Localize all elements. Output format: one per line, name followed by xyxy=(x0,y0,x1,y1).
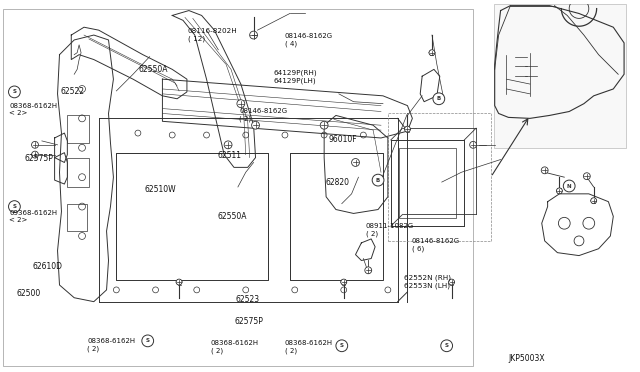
Bar xyxy=(67,158,89,187)
Circle shape xyxy=(441,340,452,352)
Text: S: S xyxy=(12,89,17,94)
Text: S: S xyxy=(340,343,344,348)
Text: 08146-8162G
( 4): 08146-8162G ( 4) xyxy=(285,33,333,47)
Text: 62511: 62511 xyxy=(217,151,241,160)
Text: S: S xyxy=(146,339,150,343)
Circle shape xyxy=(142,335,154,347)
Bar xyxy=(67,115,89,143)
Circle shape xyxy=(336,340,348,352)
Text: 08146-8162G
( 6): 08146-8162G ( 6) xyxy=(412,238,460,252)
Text: 09368-6162H
< 2>: 09368-6162H < 2> xyxy=(10,211,58,224)
Circle shape xyxy=(365,267,372,274)
Text: 64129P(RH)
64129P(LH): 64129P(RH) 64129P(LH) xyxy=(273,70,317,84)
Text: 08368-6162H
< 2>: 08368-6162H < 2> xyxy=(10,103,58,116)
Circle shape xyxy=(449,279,454,285)
Circle shape xyxy=(636,198,640,209)
Circle shape xyxy=(433,93,445,105)
Circle shape xyxy=(8,201,20,212)
Circle shape xyxy=(224,141,232,149)
Text: N: N xyxy=(567,183,572,189)
Text: 62550A: 62550A xyxy=(217,212,246,221)
Bar xyxy=(388,113,491,241)
Text: B: B xyxy=(376,177,380,183)
Text: JKP5003X: JKP5003X xyxy=(509,354,545,363)
Text: 62523: 62523 xyxy=(236,295,260,304)
Circle shape xyxy=(251,32,257,38)
Circle shape xyxy=(31,151,38,158)
Bar xyxy=(3,9,473,366)
Text: 08368-6162H
( 2): 08368-6162H ( 2) xyxy=(285,340,333,354)
Bar xyxy=(493,4,626,148)
Text: S: S xyxy=(445,343,449,348)
Text: 62550A: 62550A xyxy=(139,65,168,74)
Circle shape xyxy=(429,50,435,56)
Text: B: B xyxy=(436,96,441,101)
Circle shape xyxy=(372,174,384,186)
Text: 08116-8202H
( 12): 08116-8202H ( 12) xyxy=(188,29,237,42)
Circle shape xyxy=(8,86,20,98)
Circle shape xyxy=(320,121,328,129)
Circle shape xyxy=(351,158,360,166)
Circle shape xyxy=(252,121,259,129)
Text: 62552N (RH)
62553N (LH): 62552N (RH) 62553N (LH) xyxy=(404,275,451,289)
Text: 62610D: 62610D xyxy=(32,263,62,272)
Text: 08368-6162H
( 2): 08368-6162H ( 2) xyxy=(211,340,259,354)
Text: 62575P: 62575P xyxy=(24,154,53,163)
Text: 08146-8162G
( 2): 08146-8162G ( 2) xyxy=(239,108,287,122)
Circle shape xyxy=(237,100,244,108)
Text: 62575P: 62575P xyxy=(234,317,263,326)
Circle shape xyxy=(556,188,563,194)
Bar xyxy=(116,153,268,280)
Text: 62500: 62500 xyxy=(17,289,40,298)
Circle shape xyxy=(341,279,347,285)
Text: 96010F: 96010F xyxy=(328,135,356,144)
Circle shape xyxy=(584,173,590,180)
Circle shape xyxy=(250,31,257,39)
Circle shape xyxy=(470,141,477,148)
Bar xyxy=(290,153,383,280)
Text: 62522: 62522 xyxy=(60,87,84,96)
Text: 08368-6162H
( 2): 08368-6162H ( 2) xyxy=(87,338,136,352)
Circle shape xyxy=(176,279,182,285)
Text: S: S xyxy=(12,204,17,209)
Circle shape xyxy=(541,167,548,174)
Circle shape xyxy=(591,198,596,203)
Circle shape xyxy=(404,126,410,132)
Bar xyxy=(67,203,87,231)
Text: 62510W: 62510W xyxy=(145,185,177,194)
Bar xyxy=(399,148,456,218)
Text: 62820: 62820 xyxy=(326,178,349,187)
Text: 08911-1082G
( 2): 08911-1082G ( 2) xyxy=(366,223,414,237)
Circle shape xyxy=(563,180,575,192)
Circle shape xyxy=(31,141,38,148)
